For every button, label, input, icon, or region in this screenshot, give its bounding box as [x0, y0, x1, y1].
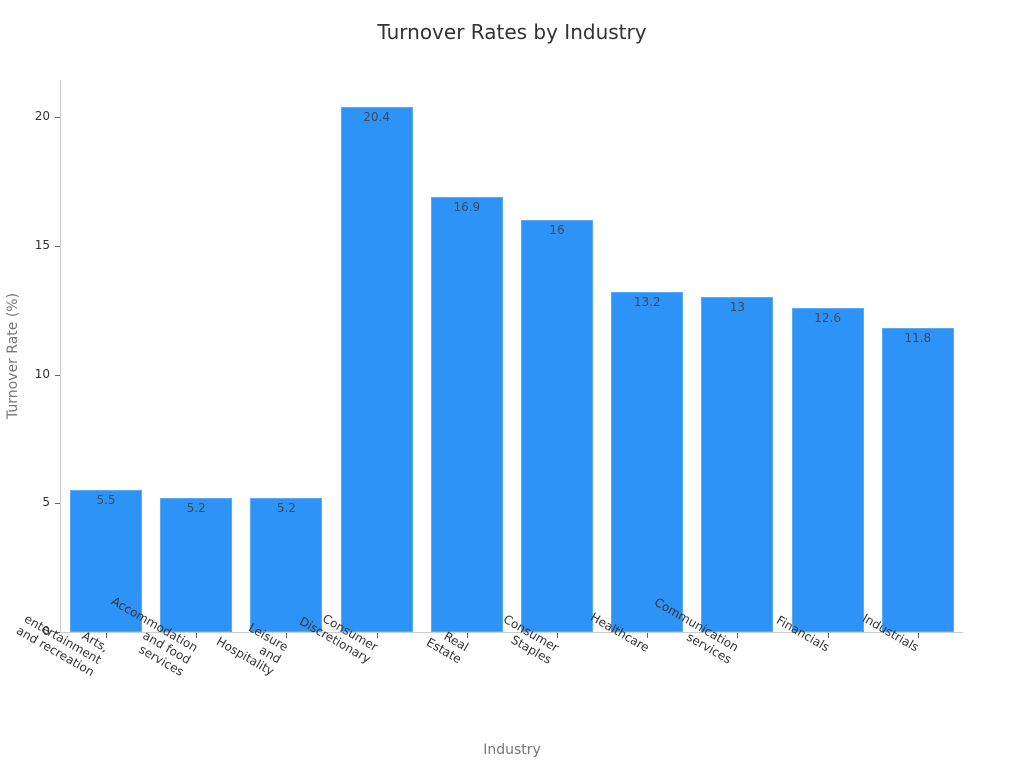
x-tick-mark — [737, 633, 739, 638]
bar[interactable] — [791, 307, 864, 632]
x-tick-mark — [917, 633, 919, 638]
bar-value-label: 5.2 — [276, 501, 296, 516]
x-tick-mark — [376, 633, 378, 638]
y-tick-mark — [55, 374, 60, 376]
bar-value-label: 13.2 — [633, 295, 661, 310]
bar[interactable] — [70, 490, 142, 632]
y-tick-label: 15 — [34, 237, 50, 252]
bar[interactable] — [521, 220, 593, 632]
y-tick-label: 20 — [34, 109, 50, 123]
bar-value-label: 13 — [729, 300, 746, 315]
y-axis-line — [60, 80, 61, 633]
bar[interactable] — [611, 292, 684, 632]
bar-value-label: 20.4 — [363, 109, 390, 124]
x-tick-mark — [286, 633, 288, 638]
bar-value-label: 12.6 — [814, 310, 841, 325]
bar-value-label: 16.9 — [453, 199, 481, 214]
x-tick-mark — [106, 633, 107, 638]
x-tick-mark — [466, 633, 468, 638]
bar[interactable] — [430, 196, 503, 632]
bar-value-label: 16 — [549, 223, 565, 237]
bar[interactable] — [881, 328, 954, 632]
bar[interactable] — [701, 297, 774, 632]
x-tick-mark — [647, 633, 649, 638]
bar-value-label: 5.2 — [186, 501, 206, 516]
y-tick-label: 0 — [42, 624, 50, 638]
x-tick-mark — [827, 633, 829, 638]
bar-value-label: 11.8 — [904, 331, 932, 346]
y-tick-label: 10 — [34, 366, 50, 381]
x-axis-title: Industry — [483, 742, 541, 758]
bar-value-label: 5.5 — [96, 493, 116, 508]
bar[interactable] — [160, 498, 233, 632]
bar[interactable] — [340, 106, 413, 632]
chart-title: Turnover Rates by Industry — [377, 20, 647, 44]
x-axis-line — [60, 632, 963, 633]
bar[interactable] — [250, 498, 323, 632]
y-tick-mark — [55, 117, 60, 118]
y-tick-mark — [55, 632, 60, 633]
y-tick-mark — [55, 245, 60, 247]
y-tick-label: 5 — [42, 495, 50, 510]
y-axis-title: Turnover Rate (%) — [5, 292, 21, 420]
x-tick-mark — [196, 633, 198, 638]
x-tick-mark — [557, 633, 558, 638]
y-tick-mark — [55, 503, 60, 505]
